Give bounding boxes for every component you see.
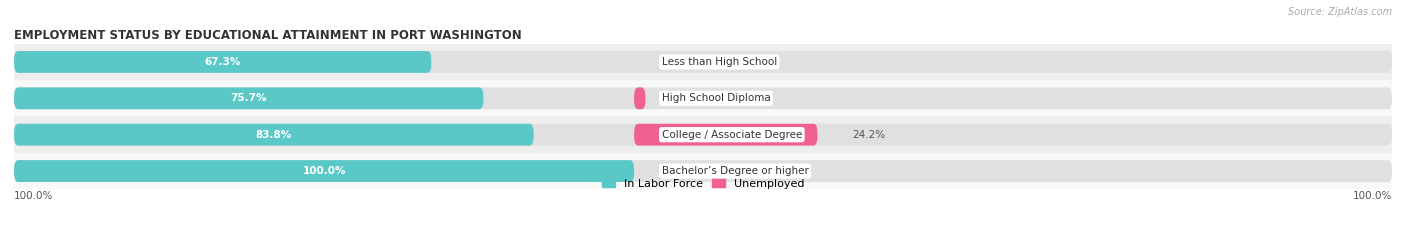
- FancyBboxPatch shape: [14, 160, 634, 182]
- FancyBboxPatch shape: [14, 124, 534, 146]
- Text: 100.0%: 100.0%: [14, 191, 53, 201]
- Text: Less than High School: Less than High School: [662, 57, 778, 67]
- FancyBboxPatch shape: [14, 51, 432, 73]
- Text: 67.3%: 67.3%: [204, 57, 240, 67]
- FancyBboxPatch shape: [14, 160, 1392, 182]
- FancyBboxPatch shape: [14, 87, 1392, 109]
- Text: 100.0%: 100.0%: [1353, 191, 1392, 201]
- FancyBboxPatch shape: [14, 124, 1392, 146]
- Text: 100.0%: 100.0%: [302, 166, 346, 176]
- Legend: In Labor Force, Unemployed: In Labor Force, Unemployed: [598, 174, 808, 193]
- Text: High School Diploma: High School Diploma: [662, 93, 770, 103]
- FancyBboxPatch shape: [634, 87, 645, 109]
- Text: EMPLOYMENT STATUS BY EDUCATIONAL ATTAINMENT IN PORT WASHINGTON: EMPLOYMENT STATUS BY EDUCATIONAL ATTAINM…: [14, 29, 522, 42]
- Text: College / Associate Degree: College / Associate Degree: [662, 130, 801, 140]
- Bar: [14, 116, 1392, 153]
- Text: 0.0%: 0.0%: [669, 57, 695, 67]
- Text: Bachelor’s Degree or higher: Bachelor’s Degree or higher: [662, 166, 808, 176]
- Text: 0.0%: 0.0%: [669, 166, 695, 176]
- Bar: [14, 153, 1392, 189]
- Bar: [14, 80, 1392, 116]
- Text: 83.8%: 83.8%: [256, 130, 292, 140]
- Text: 24.2%: 24.2%: [852, 130, 884, 140]
- FancyBboxPatch shape: [634, 124, 817, 146]
- FancyBboxPatch shape: [14, 87, 484, 109]
- FancyBboxPatch shape: [14, 51, 1392, 73]
- Text: 1.5%: 1.5%: [681, 93, 706, 103]
- Text: 75.7%: 75.7%: [231, 93, 267, 103]
- Bar: [14, 44, 1392, 80]
- Text: Source: ZipAtlas.com: Source: ZipAtlas.com: [1288, 7, 1392, 17]
